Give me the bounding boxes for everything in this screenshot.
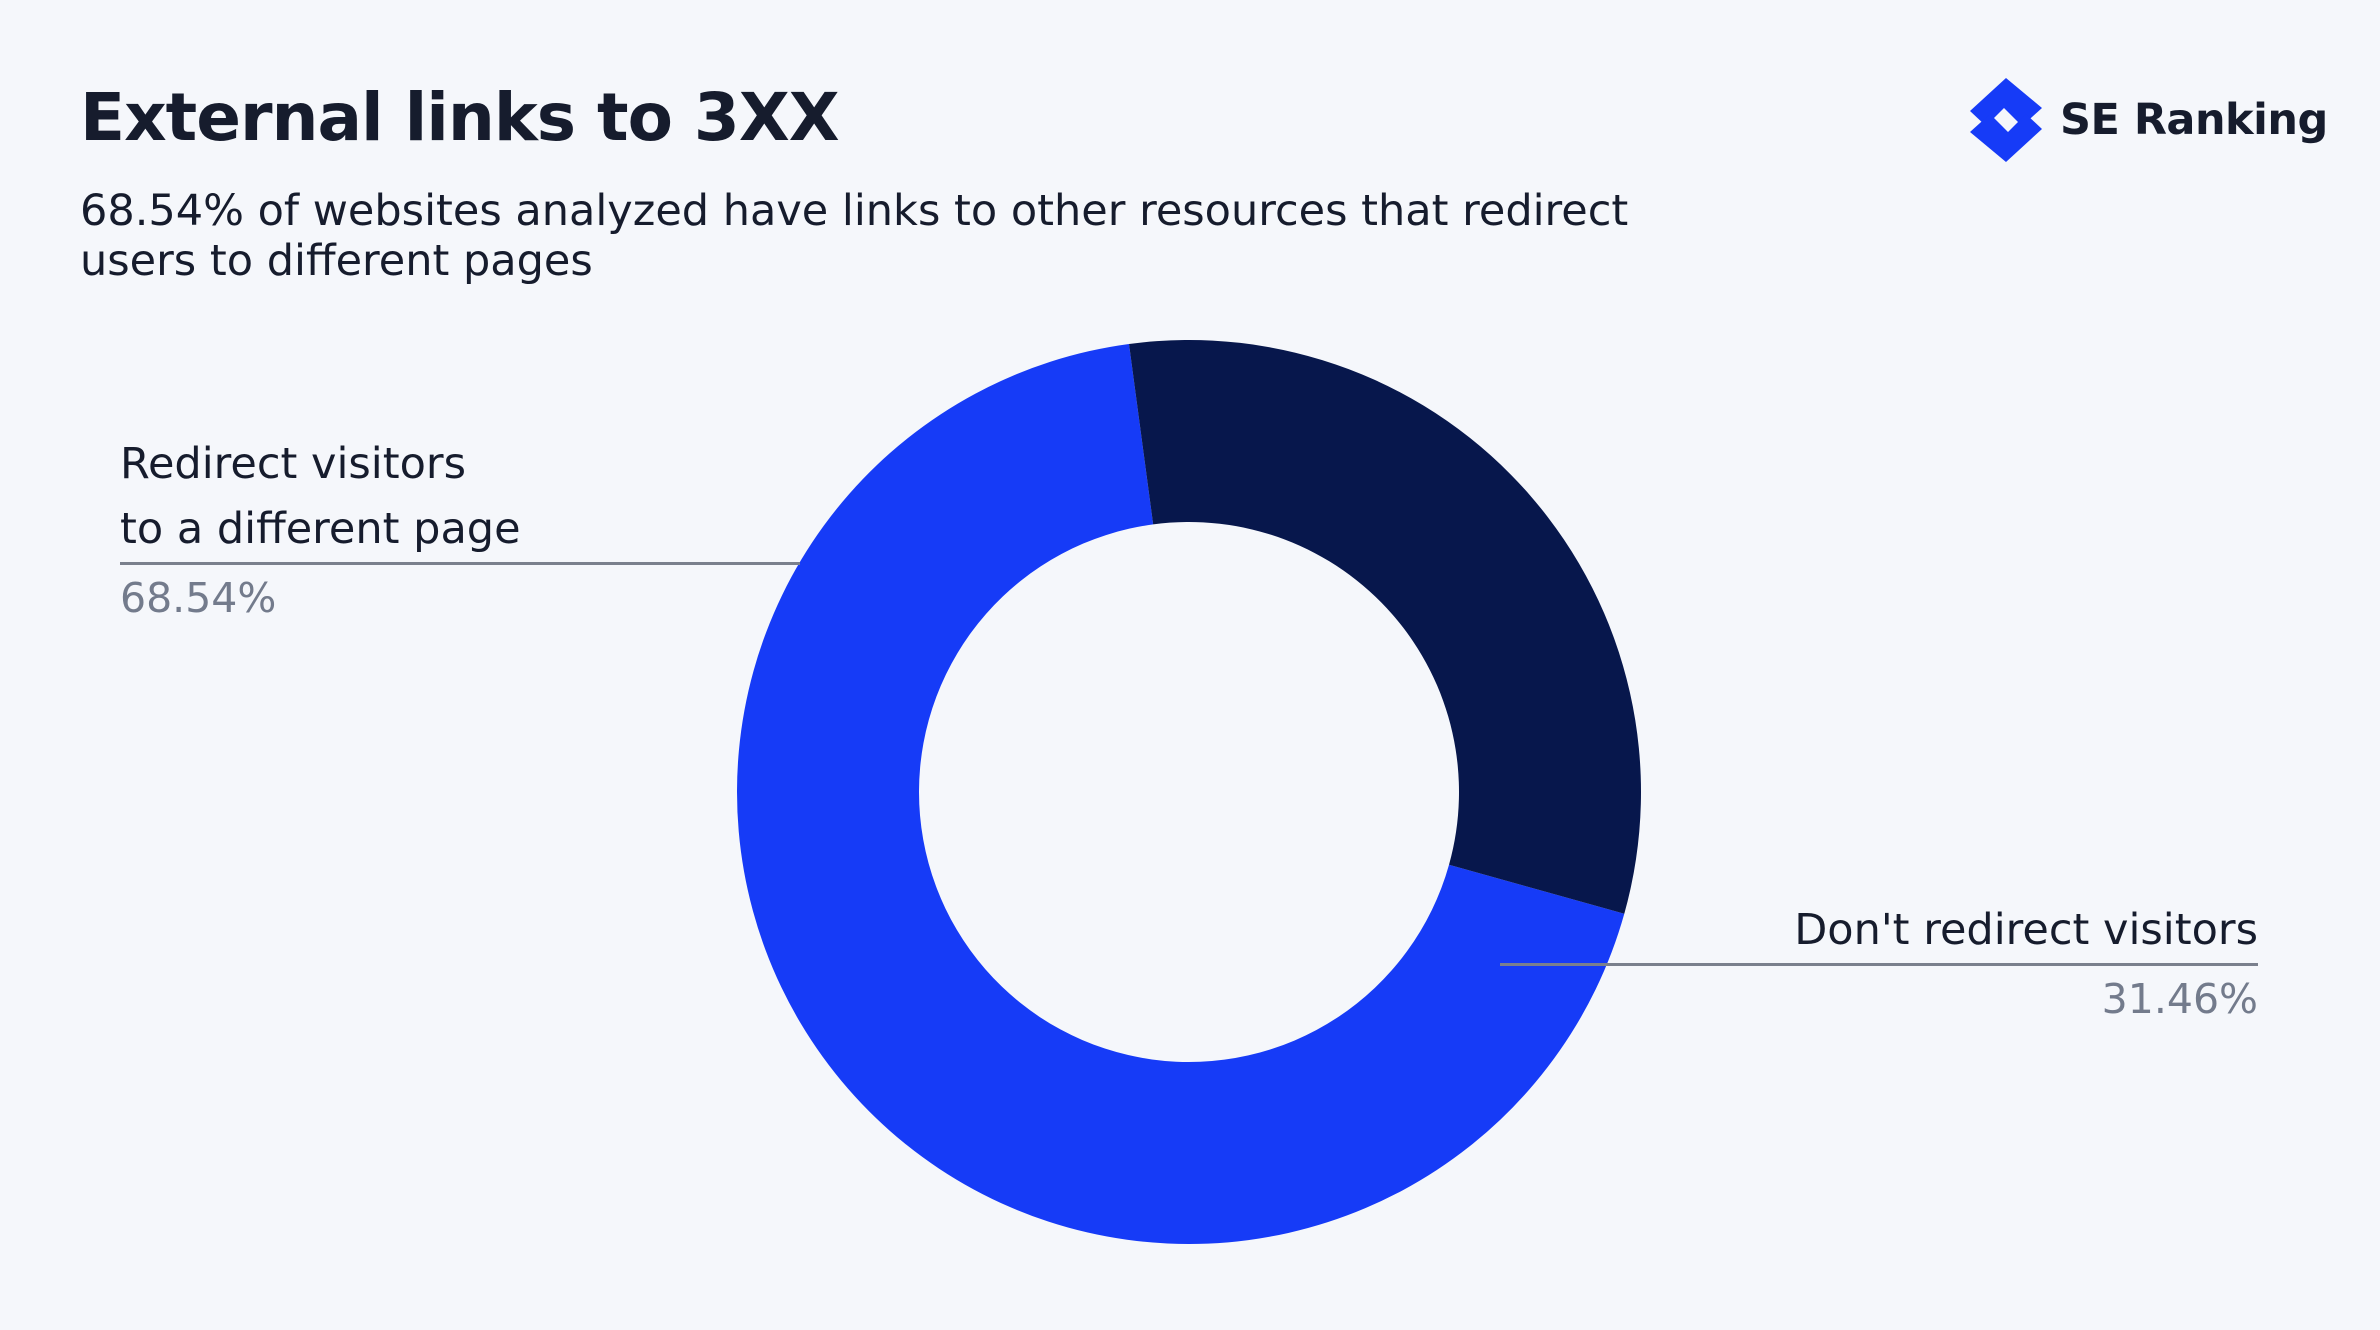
- donut-slice-redirect: [737, 343, 1625, 1244]
- donut-slice-no-redirect: [1129, 340, 1641, 914]
- lightning-bolt-icon: [1970, 78, 2042, 162]
- label-no-redirect: Don't redirect visitors 31.46%: [1500, 898, 2258, 1024]
- label-no-redirect-value: 31.46%: [2101, 975, 2258, 1023]
- chart-title: External links to 3XX: [80, 79, 840, 156]
- label-redirect: Redirect visitors to a different page 68…: [120, 432, 800, 623]
- label-redirect-name-line2: to a different page: [120, 504, 521, 554]
- label-redirect-name-line1: Redirect visitors: [120, 439, 466, 489]
- label-redirect-divider: [120, 562, 800, 565]
- label-no-redirect-name: Don't redirect visitors: [1794, 905, 2258, 955]
- label-no-redirect-divider: [1500, 963, 2258, 966]
- chart-subtitle: 68.54% of websites analyzed have links t…: [80, 186, 1629, 286]
- brand-name: SE Ranking: [2060, 95, 2328, 145]
- label-redirect-value: 68.54%: [120, 574, 277, 622]
- brand-logo: SE Ranking: [1968, 78, 2328, 162]
